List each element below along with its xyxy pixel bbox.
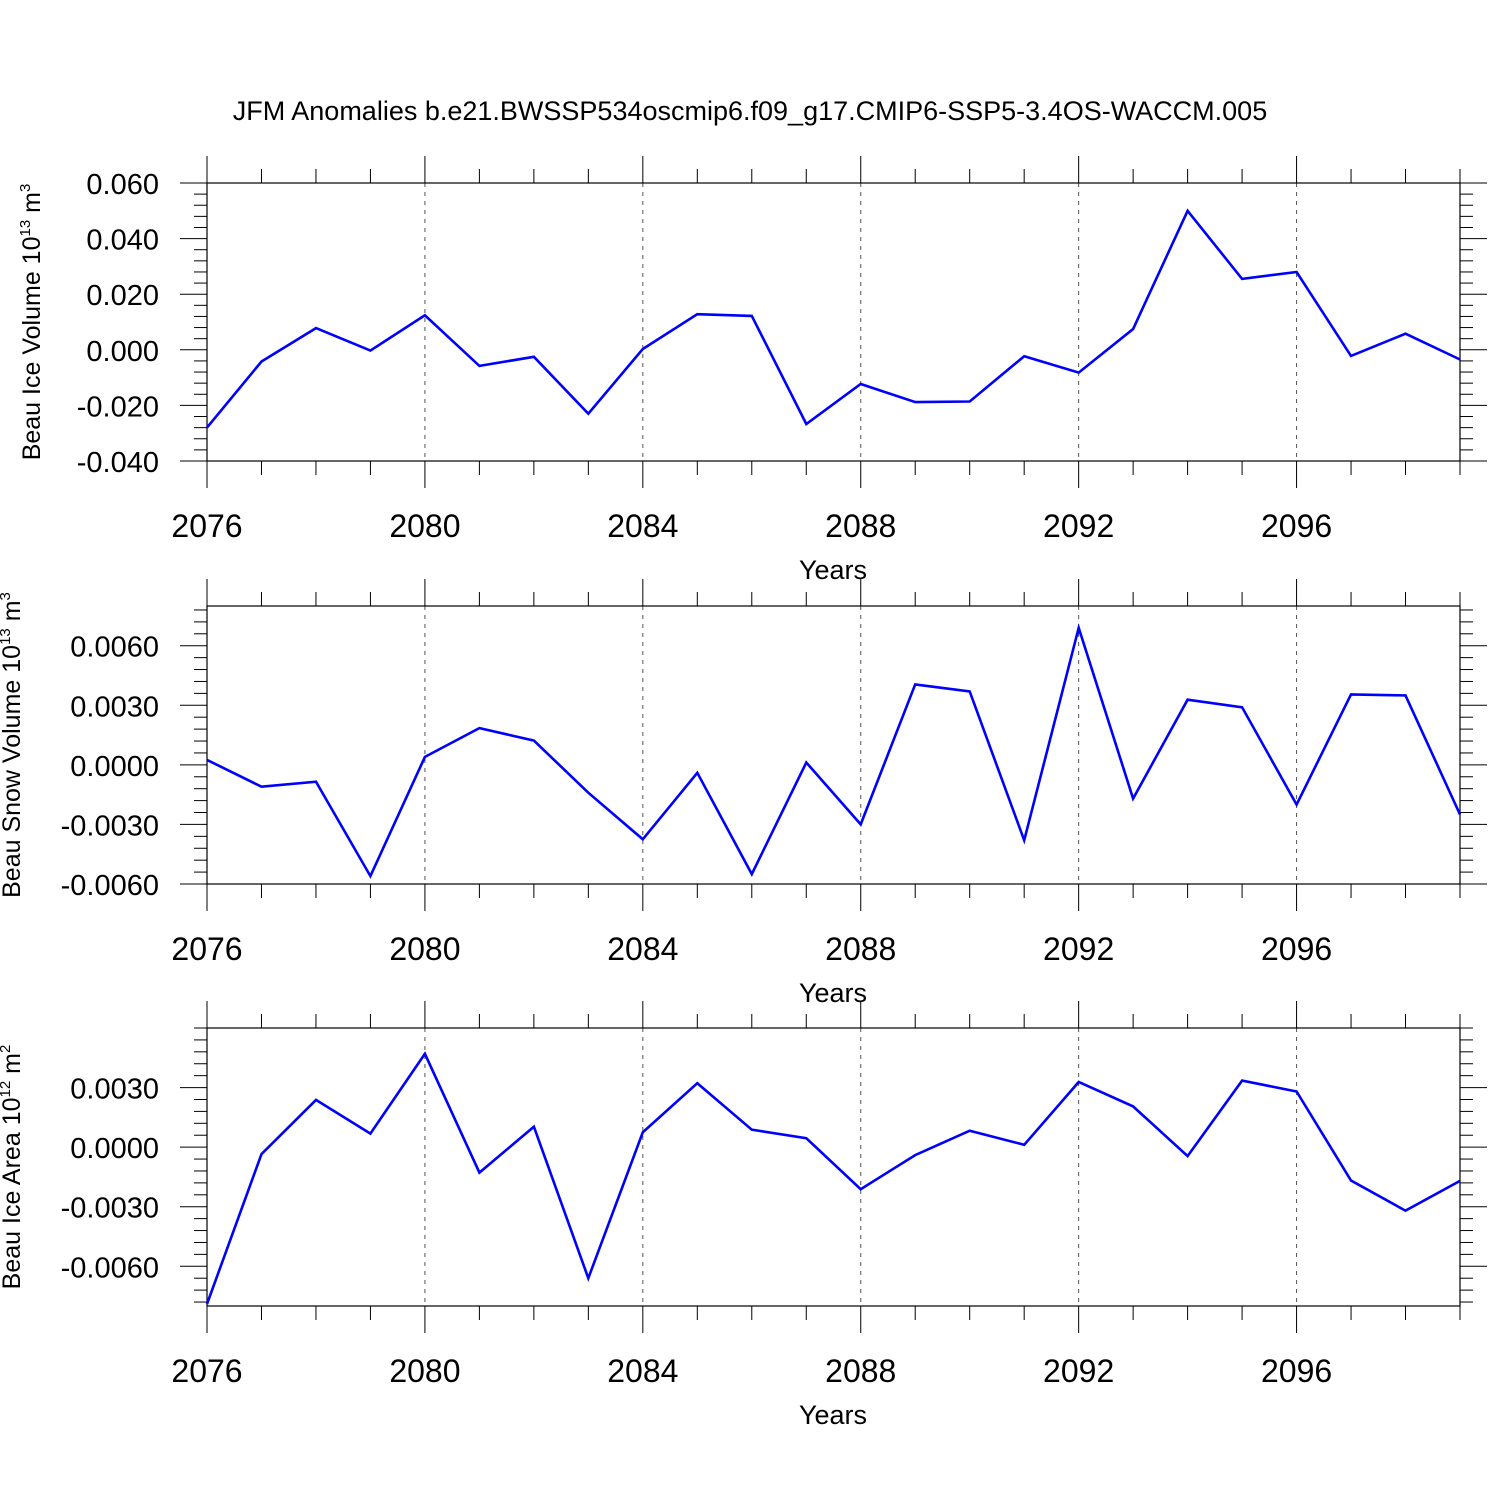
y-tick-label: -0.0060 bbox=[61, 1252, 159, 1284]
y-tick-label: -0.0030 bbox=[61, 1193, 159, 1225]
x-tick-label: 2092 bbox=[1043, 1353, 1114, 1389]
y-tick-label: -0.020 bbox=[77, 391, 159, 423]
x-tick-label: 2096 bbox=[1261, 931, 1332, 967]
plot-frame bbox=[206, 605, 1461, 885]
series-line bbox=[205, 1051, 1461, 1305]
series-line bbox=[205, 208, 1461, 429]
y-tick-label: -0.0060 bbox=[61, 870, 159, 902]
x-tick-label: 2096 bbox=[1261, 1353, 1332, 1389]
y-tick-label: 0.040 bbox=[86, 225, 159, 257]
x-tick-label: 2080 bbox=[389, 508, 460, 544]
x-axis-label: Years bbox=[799, 978, 867, 1008]
y-tick-label: -0.0030 bbox=[61, 810, 159, 842]
x-tick-label: 2080 bbox=[389, 1353, 460, 1389]
y-tick-label: 0.0000 bbox=[70, 1133, 159, 1165]
y-tick-label: 0.060 bbox=[86, 169, 159, 201]
y-tick-label: 0.0030 bbox=[70, 1074, 159, 1106]
x-tick-label: 2076 bbox=[171, 508, 242, 544]
x-tick-label: 2088 bbox=[825, 931, 896, 967]
y-axis-label: Beau Ice Area 1012 m2 bbox=[0, 1045, 26, 1290]
x-axis-label: Years bbox=[799, 555, 867, 585]
y-tick-label: 0.0030 bbox=[70, 691, 159, 723]
plot-frame bbox=[206, 182, 1461, 462]
y-tick-label: 0.000 bbox=[86, 336, 159, 368]
x-tick-label: 2080 bbox=[389, 931, 460, 967]
panels-group: -0.040 -0.020 0.000 0.020 0.040 0.060 2076 2080… bbox=[0, 156, 1487, 1430]
x-tick-label: 2076 bbox=[171, 1353, 242, 1389]
x-axis-label: Years bbox=[799, 1400, 867, 1430]
x-tick-label: 2084 bbox=[607, 931, 678, 967]
x-tick-label: 2092 bbox=[1043, 931, 1114, 967]
x-tick-label: 2088 bbox=[825, 1353, 896, 1389]
series-line bbox=[206, 623, 1462, 879]
x-tick-label: 2084 bbox=[607, 508, 678, 544]
y-axis-label: Beau Ice Volume 1013 m3 bbox=[17, 184, 46, 461]
panel-1: -0.040 -0.020 0.000 0.020 0.040 0.060 2076 2080… bbox=[17, 156, 1487, 585]
x-tick-label: 2088 bbox=[825, 508, 896, 544]
plot-frame bbox=[206, 1027, 1461, 1307]
y-tick-label: 0.020 bbox=[86, 280, 159, 312]
x-tick-label: 2076 bbox=[171, 931, 242, 967]
x-tick-label: 2092 bbox=[1043, 508, 1114, 544]
x-tick-label: 2084 bbox=[607, 1353, 678, 1389]
chart-title: JFM Anomalies b.e21.BWSSP534oscmip6.f09_… bbox=[233, 96, 1267, 126]
y-tick-label: -0.040 bbox=[77, 447, 159, 479]
y-tick-label: 0.0060 bbox=[70, 632, 159, 664]
x-tick-label: 2096 bbox=[1261, 508, 1332, 544]
y-tick-label: 0.0000 bbox=[70, 751, 159, 783]
panel-3: -0.0060 -0.0030 0.0000 0.0030 2076 2080 2084 20… bbox=[0, 1001, 1487, 1430]
panel-2: -0.0060 -0.0030 0.0000 0.0030 0.0060 2076 2080… bbox=[0, 579, 1487, 1008]
y-axis-label: Beau Snow Volume 1013 m3 bbox=[0, 592, 26, 898]
